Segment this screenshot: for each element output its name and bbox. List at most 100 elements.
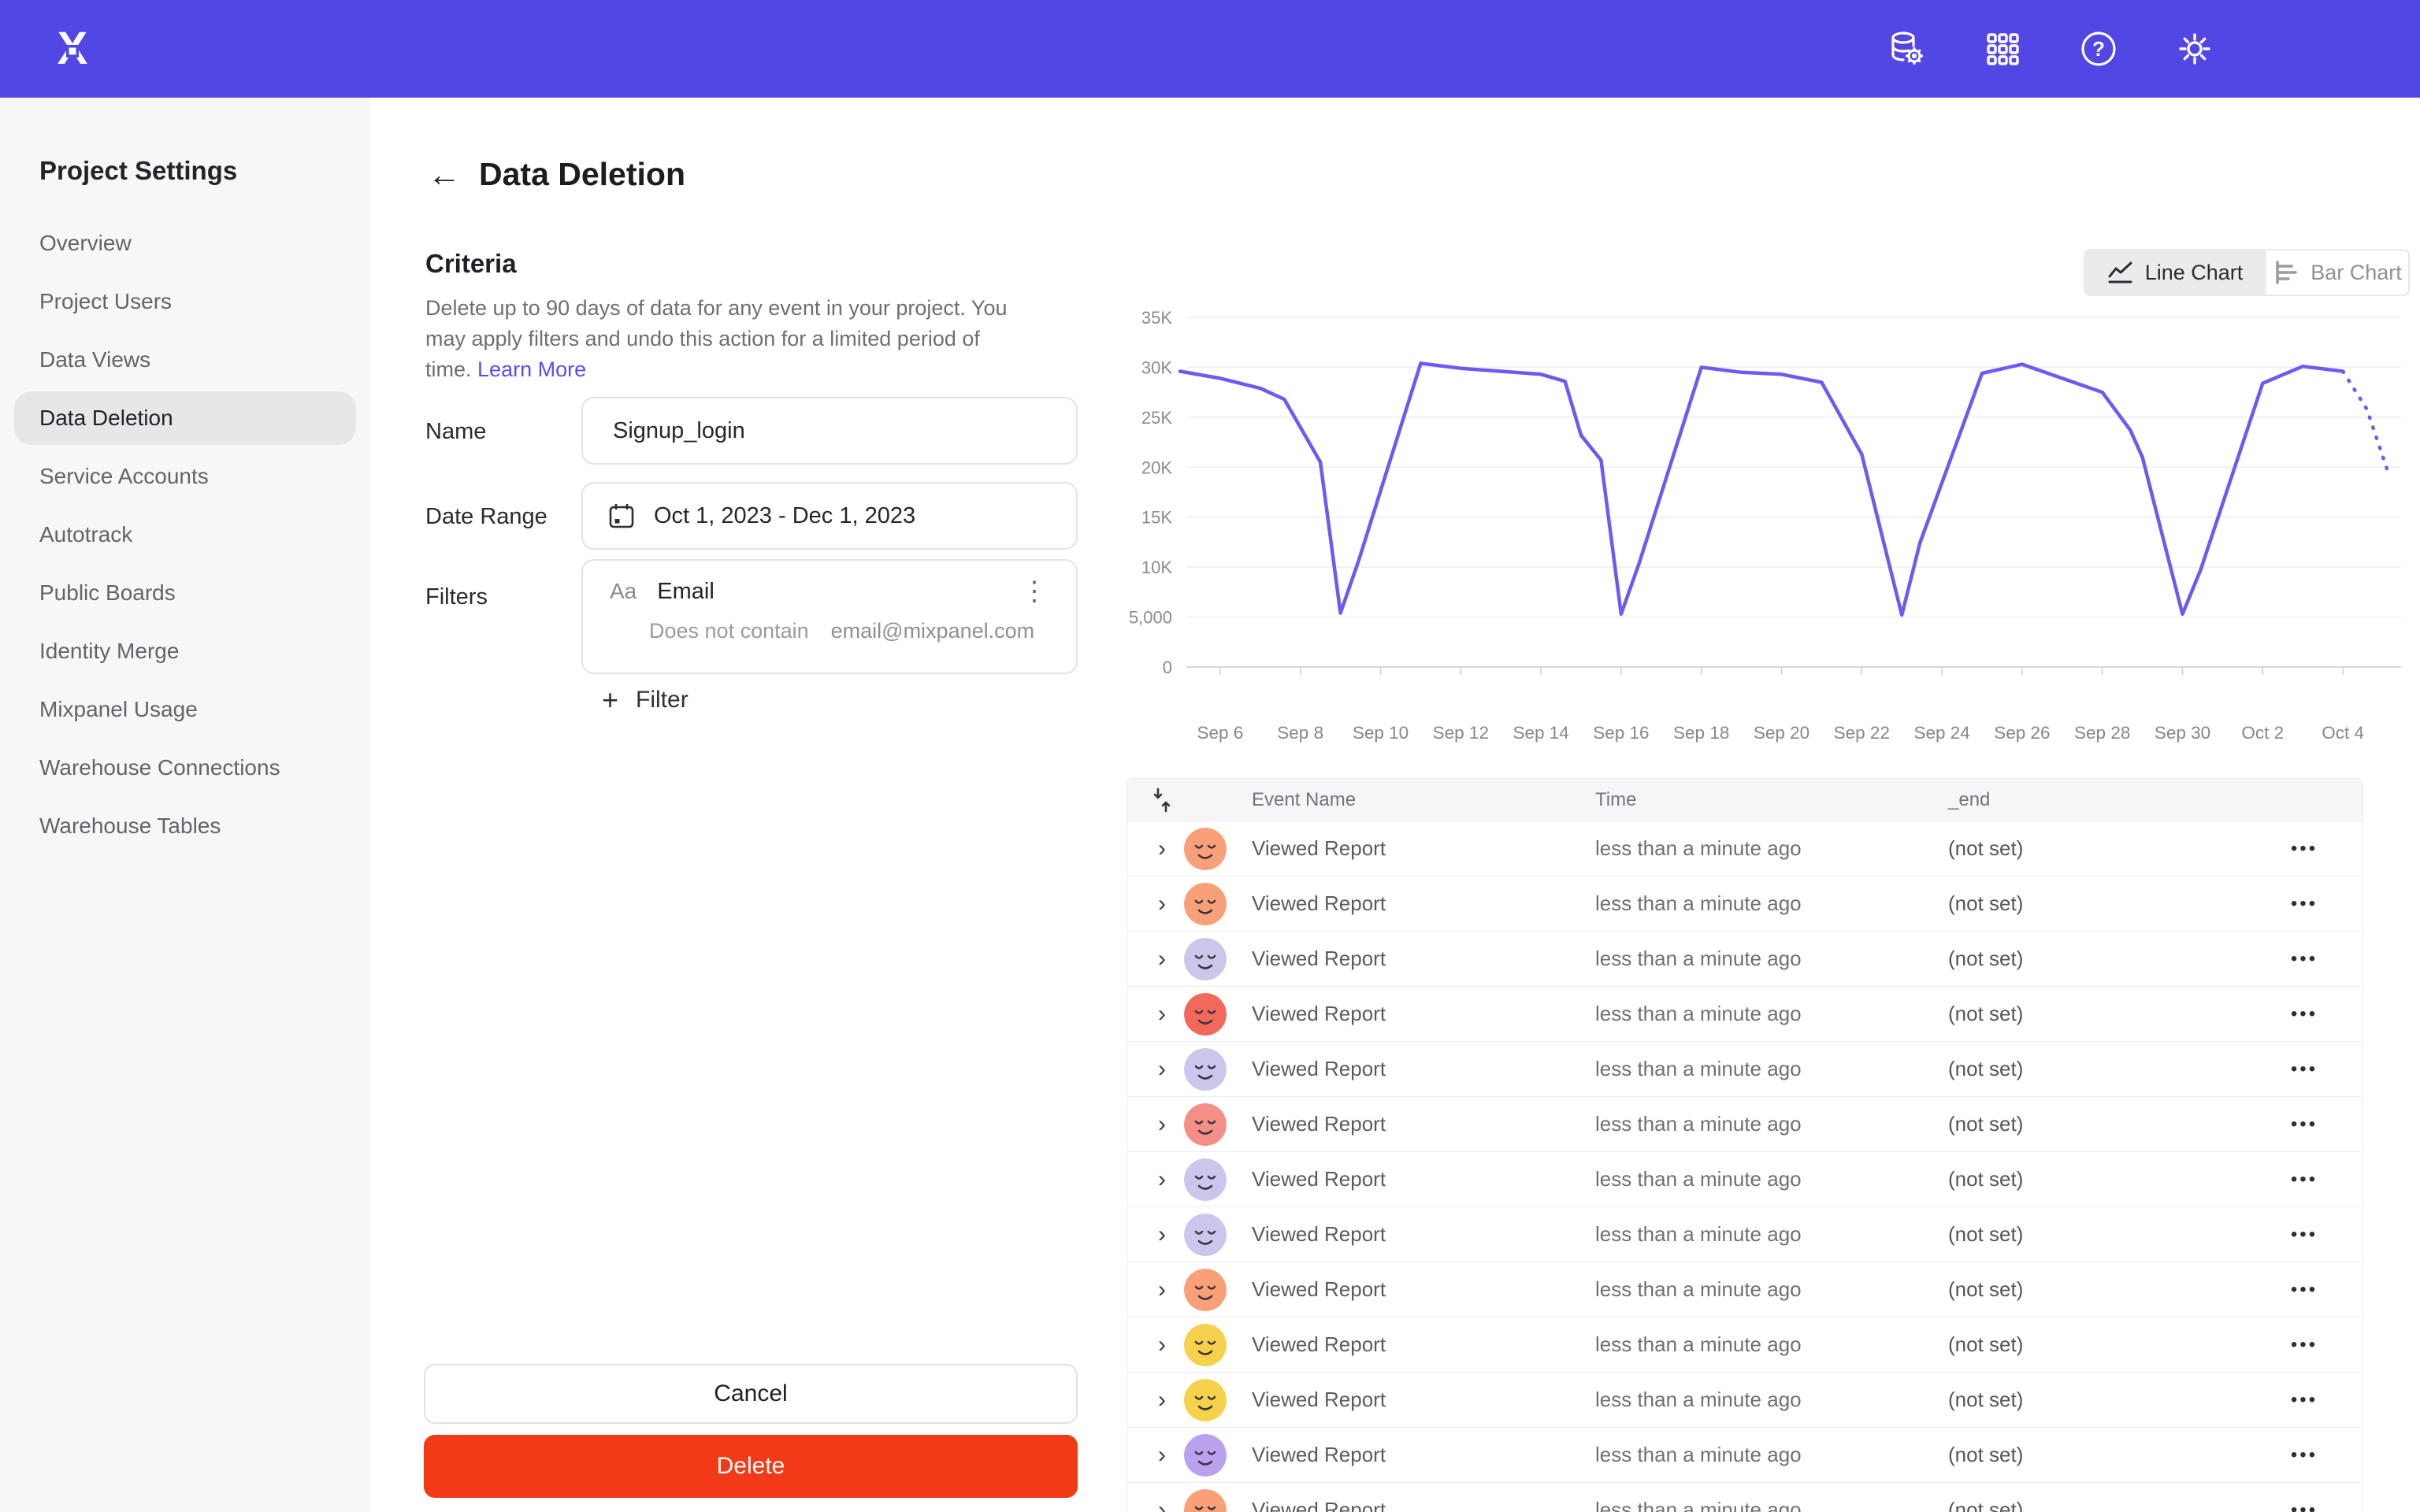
- table-row[interactable]: › Viewed Report less than a minute ago (not…: [1127, 1262, 2362, 1317]
- row-actions-ellipsis-icon[interactable]: •••: [2290, 1333, 2318, 1355]
- row-actions-ellipsis-icon[interactable]: •••: [2290, 892, 2318, 914]
- sidebar-item-label: Data Deletion: [39, 406, 173, 430]
- sidebar-item-project-users[interactable]: Project Users: [0, 272, 370, 331]
- user-avatar-face-icon: [1184, 1158, 1227, 1201]
- row-expand-chevron-icon[interactable]: ›: [1158, 1496, 1166, 1512]
- sidebar-item-data-deletion[interactable]: Data Deletion: [0, 389, 370, 447]
- row-avatar: [1184, 827, 1252, 870]
- filter-kebab-menu-icon[interactable]: ⋮: [1021, 576, 1048, 606]
- row-expand-chevron-icon[interactable]: ›: [1158, 1055, 1166, 1082]
- add-filter-button[interactable]: + Filter: [602, 684, 689, 717]
- row-expand-chevron-icon[interactable]: ›: [1158, 945, 1166, 972]
- table-row[interactable]: › Viewed Report less than a minute ago (not…: [1127, 1097, 2362, 1152]
- table-row[interactable]: › Viewed Report less than a minute ago (not…: [1127, 987, 2362, 1042]
- row-avatar: [1184, 1433, 1252, 1477]
- row-avatar: [1184, 937, 1252, 980]
- filters-field-label: Filters: [425, 584, 488, 610]
- sidebar-item-data-views[interactable]: Data Views: [0, 331, 370, 389]
- y-axis-tick-label: 20K: [1141, 458, 1172, 477]
- bar-chart-toggle[interactable]: Bar Chart: [2266, 249, 2410, 296]
- row-expand-chevron-icon[interactable]: ›: [1158, 1000, 1166, 1027]
- table-row[interactable]: › Viewed Report less than a minute ago (not…: [1127, 876, 2362, 932]
- line-chart-toggle[interactable]: Line Chart: [2084, 249, 2266, 296]
- x-axis-tick-label: Sep 26: [1994, 723, 2050, 743]
- back-button[interactable]: ←: [428, 156, 461, 193]
- filter-condition-row: Does not contain email@mixpanel.com: [610, 619, 1056, 643]
- sidebar-item-public-boards[interactable]: Public Boards: [0, 564, 370, 622]
- table-row[interactable]: › Viewed Report less than a minute ago (not…: [1127, 1152, 2362, 1207]
- date-range-picker[interactable]: Oct 1, 2023 - Dec 1, 2023: [581, 482, 1078, 550]
- row-actions-ellipsis-icon[interactable]: •••: [2290, 1388, 2318, 1410]
- sidebar-item-autotrack[interactable]: Autotrack: [0, 506, 370, 564]
- filter-operator[interactable]: Does not contain: [649, 619, 809, 643]
- sidebar-item-warehouse-connections[interactable]: Warehouse Connections: [0, 739, 370, 797]
- row-expand-chevron-icon[interactable]: ›: [1158, 1221, 1166, 1247]
- filter-property-name[interactable]: Email: [657, 578, 714, 604]
- table-row[interactable]: › Viewed Report less than a minute ago (not…: [1127, 932, 2362, 987]
- row-actions-ellipsis-icon[interactable]: •••: [2290, 947, 2318, 969]
- row-actions-ellipsis-icon[interactable]: •••: [2290, 1223, 2318, 1245]
- row-actions-ellipsis-icon[interactable]: •••: [2290, 1058, 2318, 1080]
- row-expand-chevron-icon[interactable]: ›: [1158, 1331, 1166, 1358]
- sidebar-item-service-accounts[interactable]: Service Accounts: [0, 447, 370, 506]
- filter-value[interactable]: email@mixpanel.com: [830, 619, 1035, 643]
- sidebar-item-identity-merge[interactable]: Identity Merge: [0, 622, 370, 680]
- table-row[interactable]: › Viewed Report less than a minute ago (not…: [1127, 1317, 2362, 1373]
- row-avatar: [1184, 1323, 1252, 1366]
- name-input[interactable]: [583, 398, 1076, 463]
- table-row[interactable]: › Viewed Report less than a minute ago (not…: [1127, 1207, 2362, 1262]
- learn-more-link[interactable]: Learn More: [477, 358, 587, 381]
- row-actions-ellipsis-icon[interactable]: •••: [2290, 1113, 2318, 1135]
- row-actions-ellipsis-icon[interactable]: •••: [2290, 1002, 2318, 1025]
- row-expand-chevron-icon[interactable]: ›: [1158, 1110, 1166, 1137]
- row-actions-ellipsis-icon[interactable]: •••: [2290, 1443, 2318, 1466]
- table-row-partial[interactable]: › Viewed Report less than a minute ago (not…: [1127, 1483, 2362, 1512]
- row-event-name: Viewed Report: [1252, 1112, 1386, 1136]
- row-expand-chevron-icon[interactable]: ›: [1158, 1386, 1166, 1413]
- line-chart-icon: [2108, 261, 2132, 284]
- sidebar-item-mixpanel-usage[interactable]: Mixpanel Usage: [0, 680, 370, 739]
- table-row[interactable]: › Viewed Report less than a minute ago (not…: [1127, 1042, 2362, 1097]
- x-axis-tick-label: Sep 14: [1512, 723, 1568, 743]
- delete-button[interactable]: Delete: [424, 1435, 1078, 1498]
- row-end-value: (not set): [1948, 1112, 2024, 1136]
- settings-gear-icon[interactable]: [2174, 28, 2215, 69]
- row-actions-ellipsis-icon[interactable]: •••: [2290, 1168, 2318, 1190]
- line-chart-toggle-label: Line Chart: [2144, 260, 2244, 284]
- row-actions-ellipsis-icon[interactable]: •••: [2290, 1499, 2318, 1512]
- help-icon[interactable]: ?: [2078, 28, 2119, 69]
- row-avatar: [1184, 1488, 1252, 1512]
- sidebar-nav: Overview Project Users Data Views Data Dele…: [0, 214, 370, 855]
- row-expand-chevron-icon[interactable]: ›: [1158, 890, 1166, 917]
- row-expand-chevron-icon[interactable]: ›: [1158, 1441, 1166, 1468]
- sidebar-item-overview[interactable]: Overview: [0, 214, 370, 272]
- column-header-time[interactable]: Time: [1595, 788, 1637, 810]
- row-event-name: Viewed Report: [1252, 1332, 1386, 1356]
- database-settings-icon[interactable]: [1886, 28, 1927, 69]
- row-actions-ellipsis-icon[interactable]: •••: [2290, 1278, 2318, 1300]
- column-header-end[interactable]: _end: [1948, 788, 1991, 810]
- row-time: less than a minute ago: [1595, 1498, 1802, 1512]
- row-expand-chevron-icon[interactable]: ›: [1158, 835, 1166, 862]
- row-expand-chevron-icon[interactable]: ›: [1158, 1166, 1166, 1192]
- sidebar-item-label: Warehouse Tables: [39, 813, 221, 838]
- table-row[interactable]: › Viewed Report less than a minute ago (not…: [1127, 821, 2362, 876]
- user-avatar-face-icon: [1184, 1268, 1227, 1311]
- cancel-button[interactable]: Cancel: [424, 1364, 1078, 1424]
- table-row[interactable]: › Viewed Report less than a minute ago (not…: [1127, 1428, 2362, 1483]
- table-row[interactable]: › Viewed Report less than a minute ago (not…: [1127, 1373, 2362, 1428]
- row-actions-ellipsis-icon[interactable]: •••: [2290, 837, 2318, 859]
- row-event-name: Viewed Report: [1252, 1277, 1386, 1301]
- column-header-event-name[interactable]: Event Name: [1252, 788, 1357, 810]
- sidebar-item-warehouse-tables[interactable]: Warehouse Tables: [0, 797, 370, 855]
- date-range-value: Oct 1, 2023 - Dec 1, 2023: [654, 502, 916, 528]
- text-property-type-icon: Aa: [610, 579, 637, 603]
- mixpanel-logo[interactable]: X: [44, 20, 101, 77]
- page-title: Data Deletion: [479, 156, 685, 192]
- row-expand-chevron-icon[interactable]: ›: [1158, 1276, 1166, 1303]
- x-axis-tick-label: Sep 10: [1353, 723, 1409, 743]
- logo-center-square: [69, 47, 76, 55]
- apps-grid-icon[interactable]: [1982, 28, 2023, 69]
- row-end-value: (not set): [1948, 1002, 2024, 1025]
- sort-icon[interactable]: [1140, 787, 1184, 813]
